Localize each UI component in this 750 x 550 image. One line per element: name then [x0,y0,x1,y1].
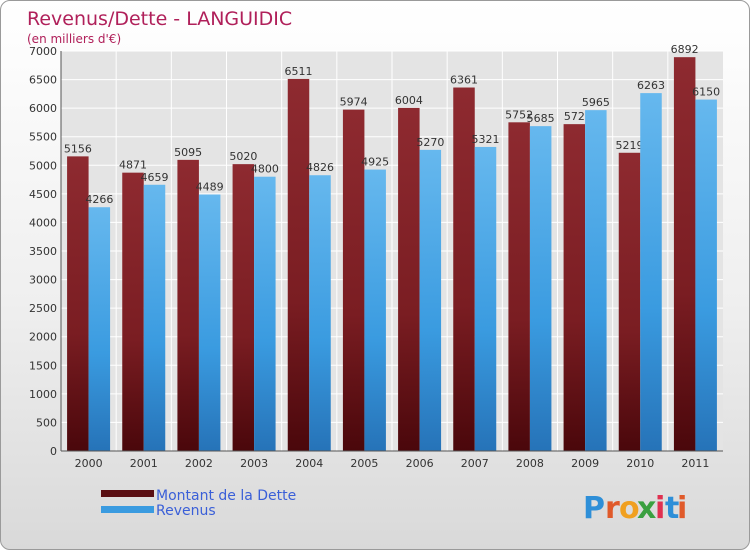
y-tick-label: 0 [50,445,57,458]
x-tick-label: 2008 [516,457,544,470]
logo-letter: i [655,491,665,526]
bar-revenus [585,110,607,452]
x-tick-label: 2007 [461,457,489,470]
y-tick-label: 6000 [29,102,57,115]
value-label-revenus: 5965 [582,96,610,109]
value-label-revenus: 4826 [306,161,334,174]
bar-revenus [695,99,717,452]
value-label-dette: 5095 [174,146,202,159]
bar-revenus [254,176,276,451]
logo-letter: r [605,491,620,526]
y-tick-label: 2000 [29,331,57,344]
bar-dette [177,159,199,451]
axes: 0 500 1000 1500 2000 2500 3000 3500 4000 4500 5000… [29,45,723,470]
y-tick-label: 6500 [29,74,57,87]
value-label-revenus: 5321 [472,133,500,146]
bar-revenus [198,194,221,451]
value-label-revenus: 5270 [416,136,444,149]
legend-swatch-dette [101,490,154,497]
bar-revenus [364,169,386,452]
x-tick-label: 2006 [406,457,434,470]
value-label-revenus: 4266 [85,193,113,206]
y-tick-label: 5000 [29,159,57,172]
y-tick-label: 4500 [29,188,57,201]
chart-subtitle: (en milliers d'€) [27,32,121,46]
value-label-dette: 6511 [285,65,313,78]
y-tick-label: 4000 [29,216,57,229]
bar-revenus [88,207,111,451]
bar-dette [673,57,696,452]
bar-revenus [529,126,552,452]
bar-dette [508,122,530,452]
bar-dette [67,156,89,451]
x-tick-label: 2009 [571,457,599,470]
logo-letter: o [619,491,640,526]
value-label-revenus: 4659 [141,171,169,184]
bar-revenus [640,93,662,451]
value-label-revenus: 4800 [251,163,279,176]
value-label-dette: 572 [564,110,585,123]
x-tick-label: 2005 [350,457,378,470]
y-tick-label: 3500 [29,245,57,258]
value-label-revenus: 6263 [637,79,665,92]
legend-label-revenus: Revenus [156,503,216,519]
bar-dette [122,172,144,451]
chart-title: Revenus/Dette - LANGUIDIC [27,8,292,30]
bar-dette [563,124,586,452]
value-label-dette: 5752 [505,108,533,121]
y-tick-label: 1000 [29,388,57,401]
logo-letter: t [665,491,679,526]
value-label-dette: 4871 [119,159,147,172]
y-tick-label: 5500 [29,131,57,144]
value-label-dette: 5974 [340,96,368,109]
legend-label-dette: Montant de la Dette [156,488,296,504]
value-label-dette: 6892 [671,43,699,56]
bar-dette [287,78,310,451]
x-tick-label: 2001 [130,457,158,470]
value-label-revenus: 4925 [361,156,389,169]
bar-revenus [419,149,442,451]
bar-revenus [474,146,497,451]
x-tick-label: 2010 [626,457,654,470]
y-tick-label: 3000 [29,274,57,287]
value-label-dette: 6004 [395,94,423,107]
value-label-revenus: 4489 [196,180,224,193]
bar-revenus [309,175,331,451]
value-label-revenus: 5685 [527,112,555,125]
value-label-dette: 5219 [616,139,644,152]
x-tick-label: 2002 [185,457,213,470]
x-tick-label: 2011 [681,457,709,470]
bar-dette [618,152,641,451]
bar-dette [342,109,365,451]
logo-letter: i [677,491,687,526]
x-tick-label: 2003 [240,457,268,470]
y-tick-label: 1500 [29,359,57,372]
legend-swatch-revenus [101,506,154,513]
legend: Montant de la Dette Revenus [101,488,296,519]
grid [61,50,723,452]
bar-revenus [143,184,166,451]
value-label-dette: 5156 [64,142,92,155]
y-tick-label: 500 [36,416,57,429]
bar-dette [398,107,420,452]
x-tick-label: 2004 [295,457,323,470]
logo-letter: x [637,491,656,526]
value-label-revenus: 6150 [692,86,720,99]
value-label-dette: 6361 [450,74,478,87]
y-tick-label: 7000 [29,45,57,58]
bar-dette [453,87,475,451]
x-tick-label: 2000 [75,457,103,470]
bar-dette [232,164,255,451]
value-label-dette: 5020 [229,150,257,163]
y-tick-label: 2500 [29,302,57,315]
logo-letter: P [583,491,605,526]
